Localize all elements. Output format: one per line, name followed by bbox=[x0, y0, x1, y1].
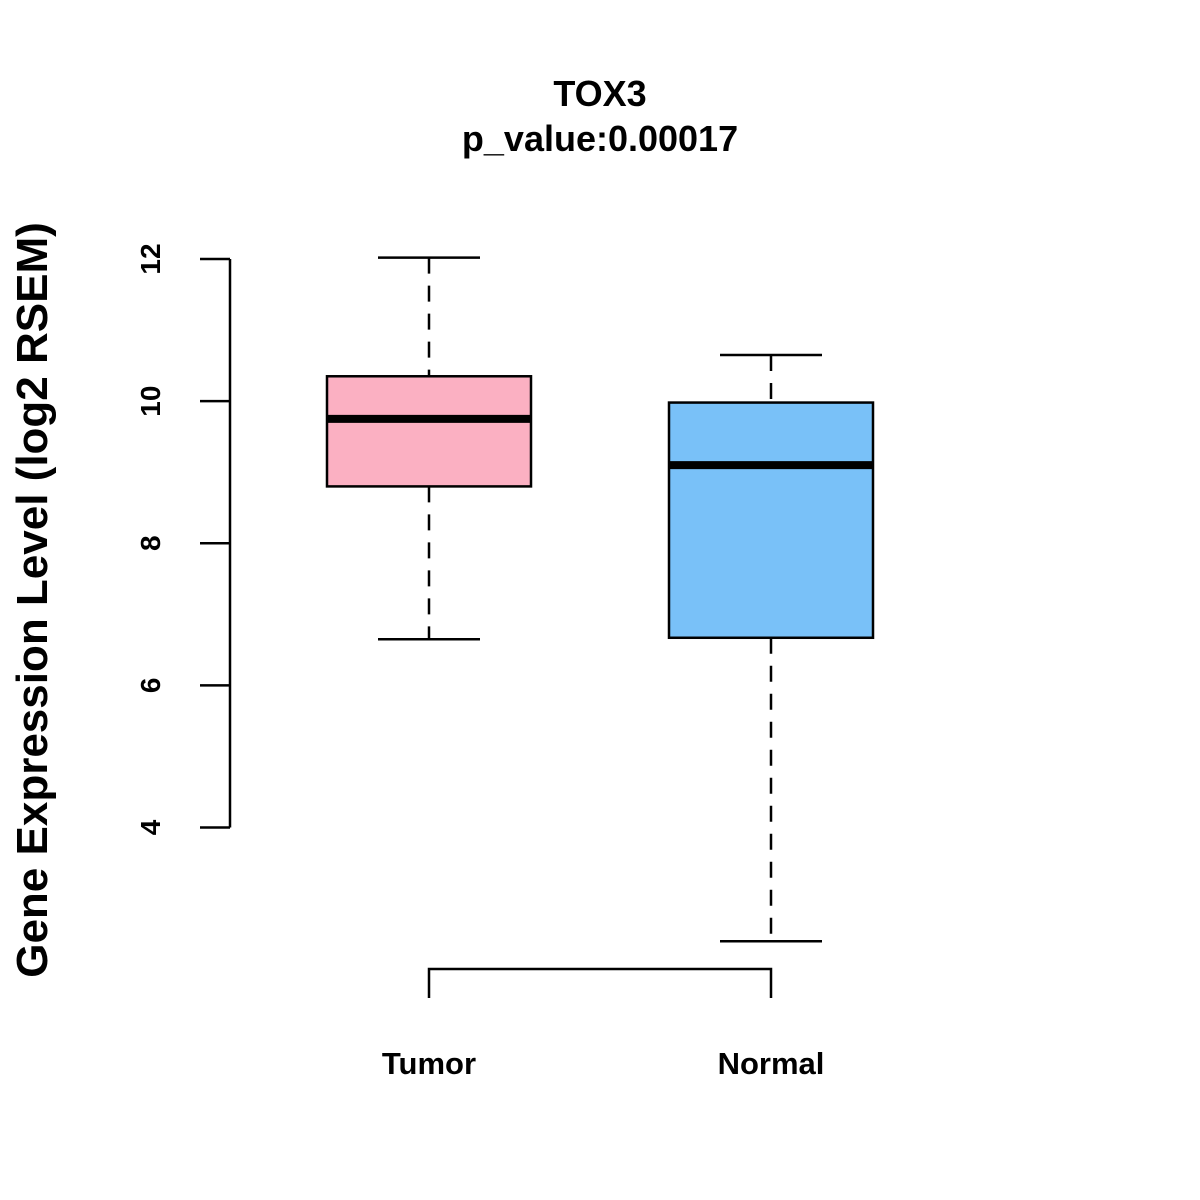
box-tumor bbox=[325, 256, 533, 641]
box-normal bbox=[667, 353, 875, 943]
category-label: Tumor bbox=[382, 1046, 476, 1081]
bracket-line bbox=[427, 967, 773, 998]
chart-title: TOX3 bbox=[553, 73, 646, 114]
category-labels: Tumor Normal bbox=[382, 1046, 824, 1081]
y-tick-label: 10 bbox=[135, 386, 166, 417]
category-label: Normal bbox=[718, 1046, 825, 1081]
y-tick-label: 12 bbox=[135, 243, 166, 274]
y-tick-label: 8 bbox=[135, 535, 166, 551]
iqr-box bbox=[667, 401, 875, 640]
y-tick-label: 6 bbox=[135, 678, 166, 694]
y-axis: 4 6 8 10 12 bbox=[135, 243, 232, 835]
boxes bbox=[325, 256, 875, 943]
y-tick-label: 4 bbox=[135, 819, 166, 835]
chart-subtitle: p_value:0.00017 bbox=[462, 118, 738, 159]
y-axis-label: Gene Expression Level (log2 RSEM) bbox=[8, 222, 57, 978]
comparison-bracket bbox=[427, 967, 773, 998]
iqr-box bbox=[325, 375, 533, 488]
